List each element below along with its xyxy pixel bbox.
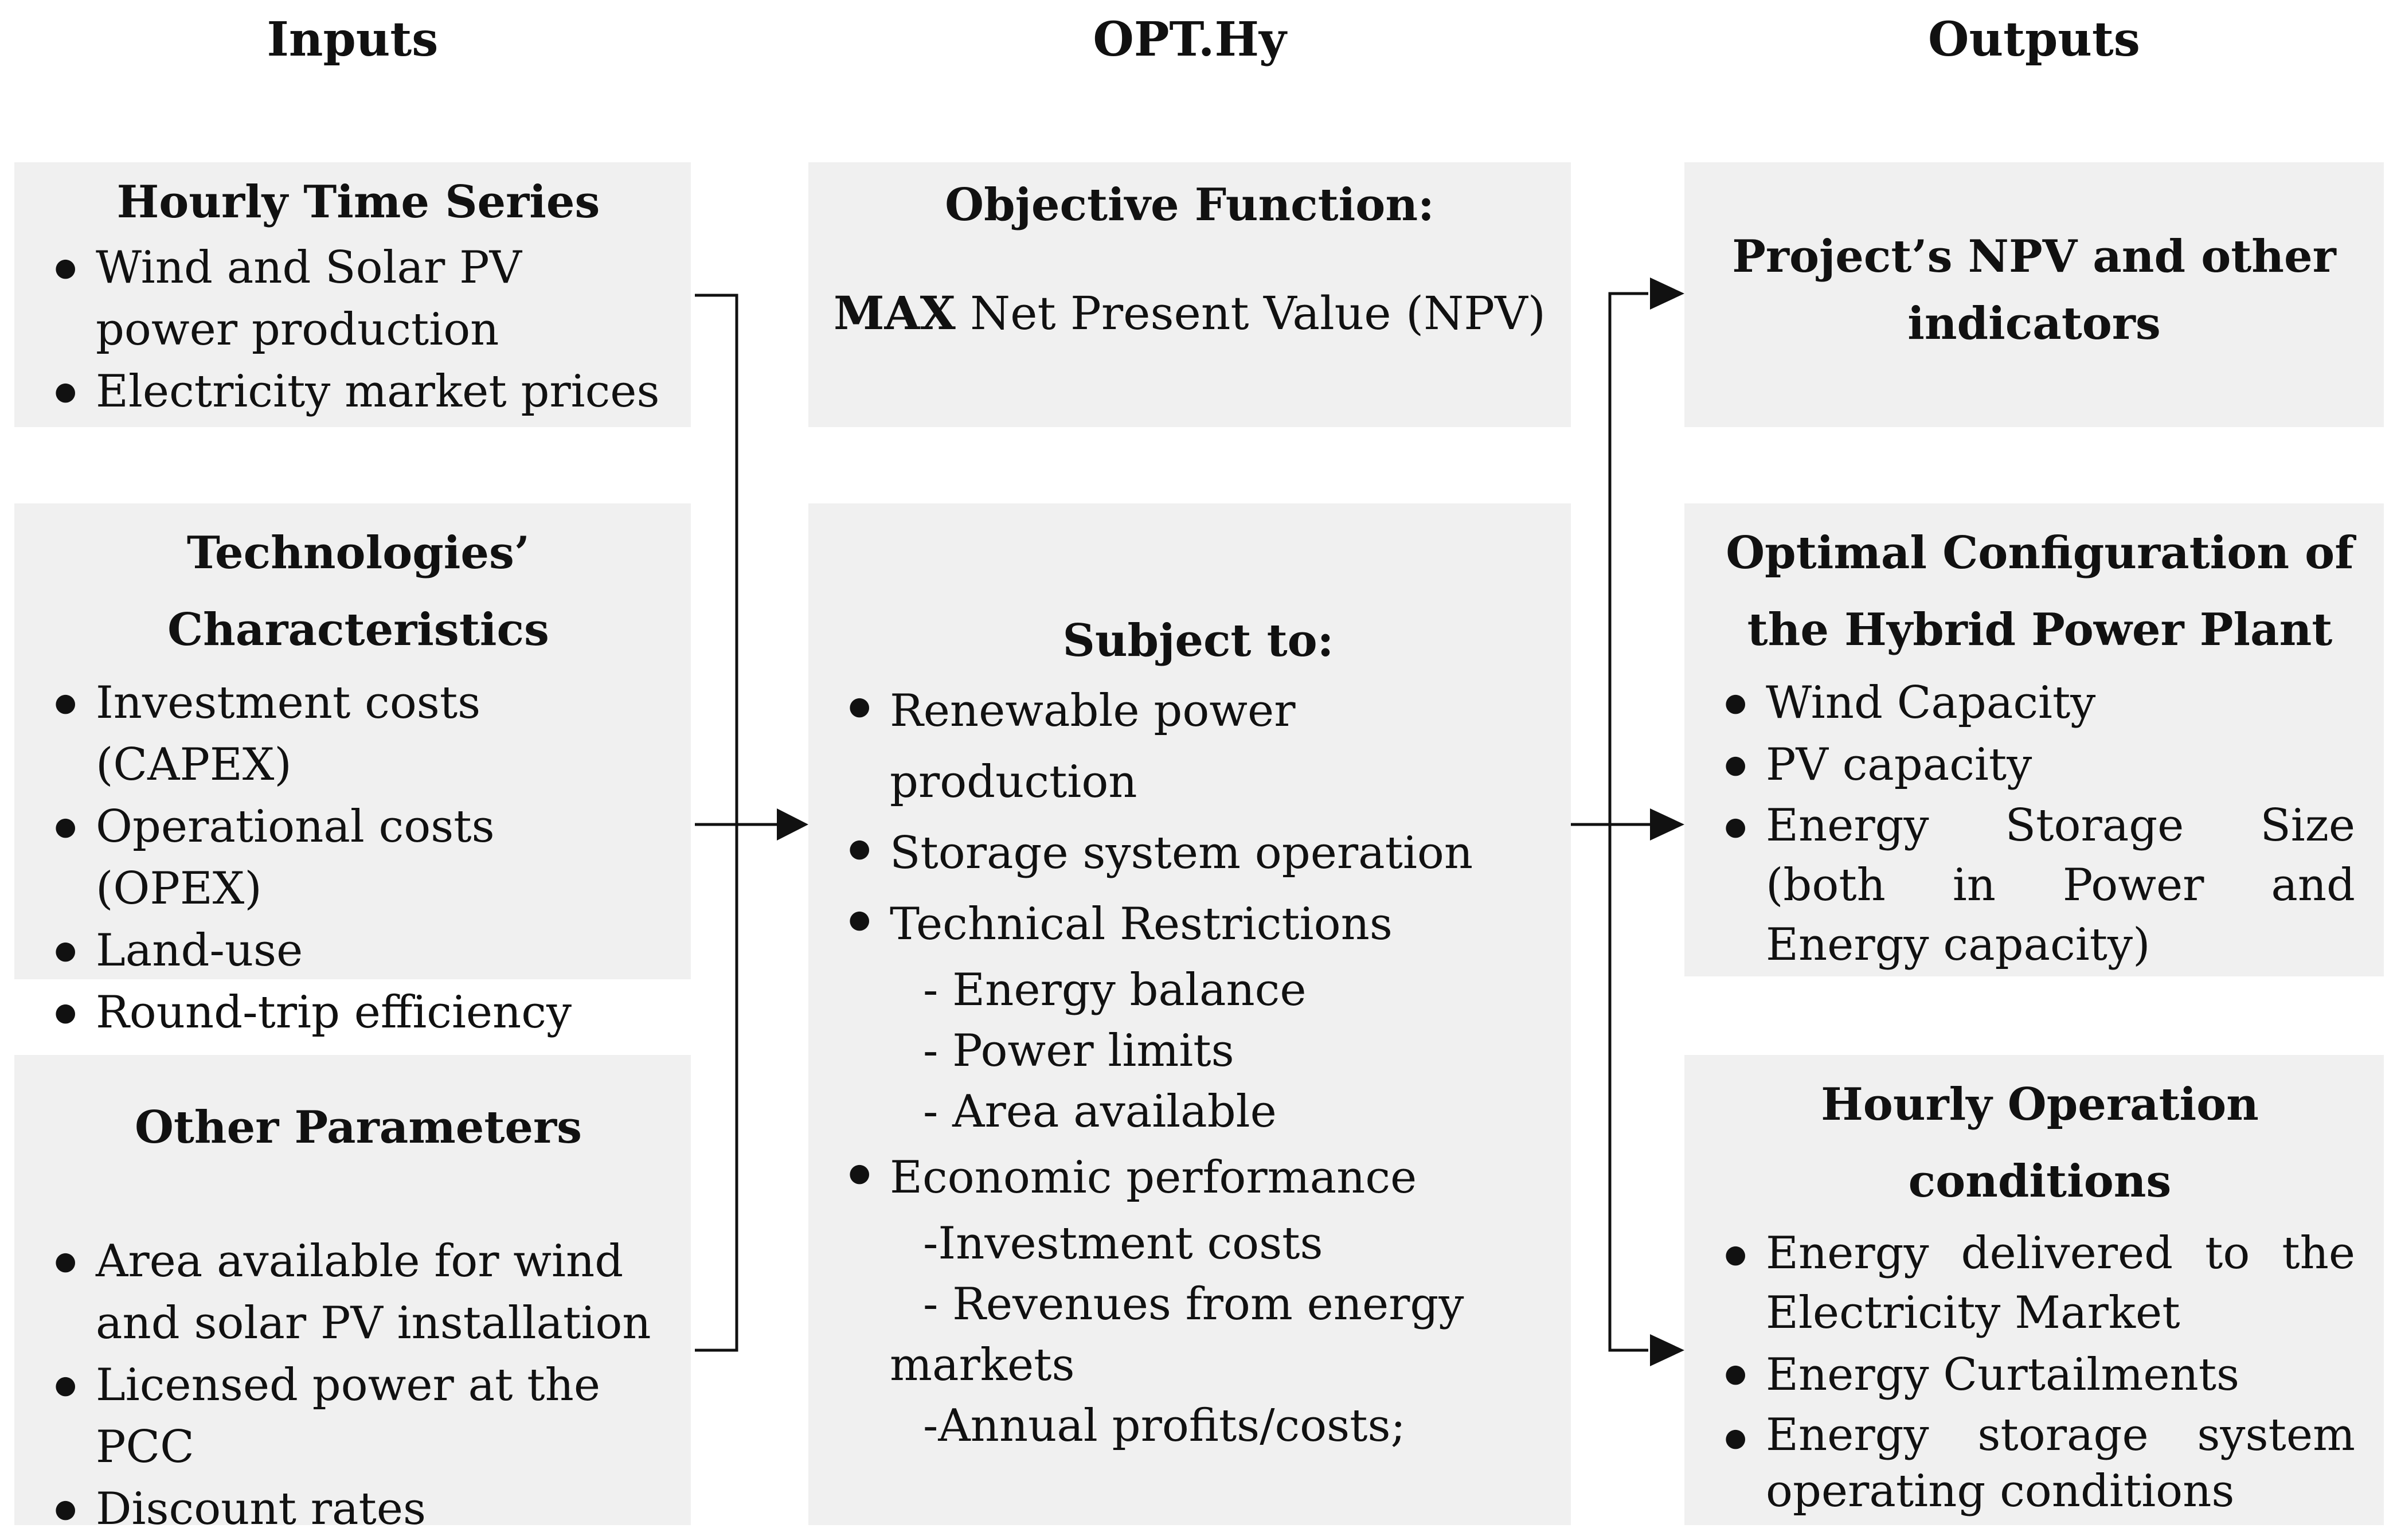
list-item: PV capacity [1725,734,2355,796]
list-item: Wind and Solar PV power production [54,237,662,361]
input-bracket-line [695,294,738,1352]
other-parameters-list: Area available for wind and solar PV ins… [54,1230,662,1540]
output-configuration-box: Optimal Configuration of the Hybrid Powe… [1684,503,2384,976]
npv-expression: Net Present Value (NPV) [955,287,1546,340]
economic-subitem: -Investment costs [923,1218,1323,1269]
list-item: Round-trip efficiency [54,982,662,1043]
output-arrow-head-middle [1650,808,1684,841]
time-series-title: Hourly Time Series [116,176,600,228]
input-arrow-head [777,808,808,841]
constraints-title: Subject to: [1062,615,1334,667]
input-other-parameters-box: Other Parameters Area available for wind… [14,1055,691,1540]
configuration-title-line1: Optimal Configuration of [1726,527,2354,579]
list-item: Technical Restrictions [849,889,1548,960]
list-item: Energy Curtailments [1725,1343,2355,1407]
objective-expression: MAX Net Present Value (NPV) [831,283,1548,344]
output-arrow-head-top [1650,277,1684,310]
economic-subitem: -Annual profits/costs; [923,1400,1406,1452]
time-series-list: Wind and Solar PV power production Elect… [54,237,662,423]
list-item: Area available for wind and solar PV ins… [54,1230,662,1354]
opthy-header: OPT.Hy [1093,12,1287,67]
list-item: Wind Capacity [1725,672,2355,734]
list-item: Economic performance [849,1142,1548,1213]
constraints-list: Renewable power production Storage syste… [849,675,1548,960]
npv-title-line1: Project’s NPV and other [1732,230,2336,283]
constraints-box: Subject to: Renewable power production S… [808,503,1571,1525]
technical-subitem: - Area available [923,1086,1277,1138]
npv-title-line2: indicators [1907,298,2161,350]
input-time-series-box: Hourly Time Series Wind and Solar PV pow… [14,162,691,427]
operation-title-line2: conditions [1908,1155,2172,1207]
list-item: Energy storage system operating conditio… [1725,1407,2355,1519]
list-item: Energy Storage Size (both in Power and E… [1725,796,2355,975]
operation-title-line1: Hourly Operation [1821,1078,2259,1131]
list-item: Investment costs (CAPEX) [54,672,662,796]
outputs-header: Outputs [1928,12,2140,67]
objective-function-box: Objective Function: MAX Net Present Valu… [808,162,1571,427]
list-item: Electricity market prices [54,361,662,423]
configuration-title-line2: the Hybrid Power Plant [1747,604,2333,656]
list-item: Discount rates [54,1478,662,1540]
list-item: Renewable power production [849,675,1548,818]
output-arrow-head-bottom [1650,1334,1684,1366]
technologies-title-line2: Characteristics [167,604,549,656]
list-item: Land-use [54,920,662,982]
other-parameters-title: Other Parameters [134,1101,582,1154]
economic-subitem: - Revenues from energy [923,1279,1464,1330]
output-npv-box: Project’s NPV and other indicators [1684,162,2384,427]
list-item: Storage system operation [849,818,1548,889]
configuration-list: Wind Capacity PV capacity Energy Storage… [1725,672,2355,975]
list-item: Operational costs (OPEX) [54,796,662,920]
technologies-title-line1: Technologies’ [186,527,530,579]
economic-list: Economic performance [849,1142,1548,1213]
list-item: Energy delivered to the Electricity Mark… [1725,1224,2355,1343]
economic-subitem-continuation: markets [890,1339,1075,1391]
max-label: MAX [834,286,956,340]
list-item: Licensed power at the PCC [54,1354,662,1478]
technical-subitem: - Energy balance [923,964,1307,1016]
technical-subitem: - Power limits [923,1025,1234,1077]
output-bracket-line [1608,292,1648,1352]
objective-function-title: Objective Function: [945,179,1434,231]
inputs-header: Inputs [267,12,439,67]
output-operation-box: Hourly Operation conditions Energy deliv… [1684,1055,2384,1525]
operation-list: Energy delivered to the Electricity Mark… [1725,1224,2355,1519]
